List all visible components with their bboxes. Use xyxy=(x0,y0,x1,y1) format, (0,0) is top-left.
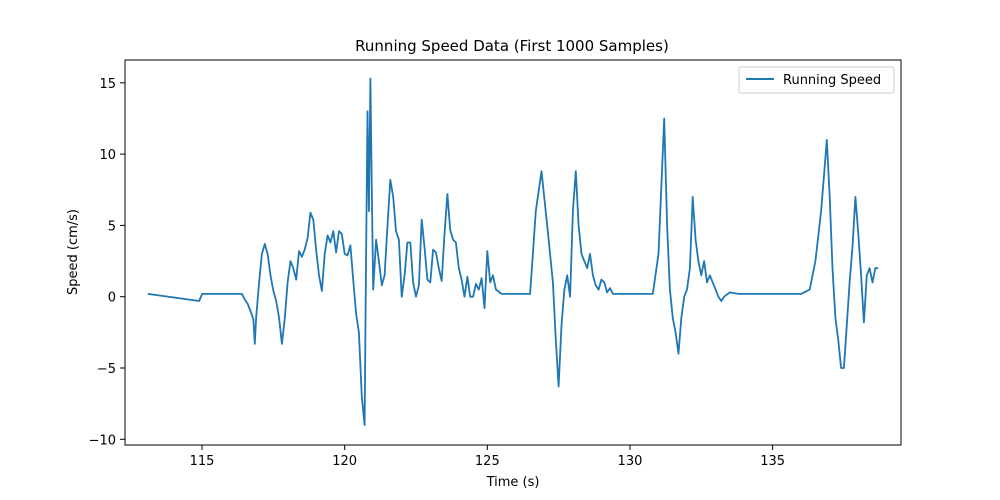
x-tick-label: 130 xyxy=(618,454,643,469)
x-tick-label: 120 xyxy=(332,454,357,469)
legend: Running Speed xyxy=(738,66,895,94)
axes-frame xyxy=(124,59,902,446)
y-axis: −10 −5 0 5 10 15 xyxy=(89,77,125,448)
plot-area xyxy=(147,77,879,426)
x-axis-label: Time (s) xyxy=(486,475,540,490)
legend-label: Running Speed xyxy=(783,73,881,88)
x-axis: 115 120 125 130 135 xyxy=(190,445,785,469)
y-tick-label: −10 xyxy=(89,433,116,448)
y-tick-label: 5 xyxy=(108,219,116,234)
chart-title: Running Speed Data (First 1000 Samples) xyxy=(355,37,669,55)
x-tick-label: 115 xyxy=(190,454,215,469)
y-tick-label: 10 xyxy=(99,148,116,163)
x-tick-label: 135 xyxy=(760,454,785,469)
y-tick-label: −5 xyxy=(97,362,116,377)
legend-box xyxy=(738,66,895,94)
y-axis-label: Speed (cm/s) xyxy=(66,209,81,295)
y-tick-label: 0 xyxy=(108,291,116,306)
y-tick-label: 15 xyxy=(99,77,116,92)
x-tick-label: 125 xyxy=(475,454,500,469)
series-line-0 xyxy=(147,77,879,426)
